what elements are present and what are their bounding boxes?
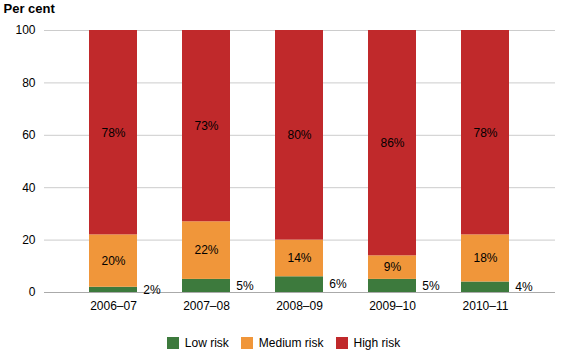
svg-text:40: 40 (22, 181, 36, 195)
svg-text:73%: 73% (194, 119, 218, 133)
html-text:Low risk: Low risk (184, 335, 229, 350)
svg-text:0: 0 (29, 285, 36, 299)
svg-text:100: 100 (15, 23, 35, 37)
html-text:Medium risk: Medium risk (258, 335, 324, 350)
svg-text:2%: 2% (143, 283, 161, 297)
svg-text:60: 60 (22, 128, 36, 142)
svg-text:80: 80 (22, 76, 36, 90)
svg-text:5%: 5% (236, 279, 254, 293)
svg-text:9%: 9% (384, 260, 402, 274)
svg-text:18%: 18% (473, 251, 497, 265)
svg-text:2010–11: 2010–11 (463, 299, 509, 313)
svg-text:78%: 78% (101, 126, 125, 140)
svg-text:78%: 78% (473, 126, 497, 140)
svg-text:4%: 4% (515, 280, 533, 294)
svg-text:2006–07: 2006–07 (90, 299, 137, 313)
svg-text:14%: 14% (287, 251, 311, 265)
svg-text:2009–10: 2009–10 (369, 299, 416, 313)
svg-text:86%: 86% (380, 136, 404, 150)
svg-text:5%: 5% (422, 279, 440, 293)
svg-text:20%: 20% (101, 254, 125, 268)
svg-text:2007–08: 2007–08 (183, 299, 230, 313)
svg-text:6%: 6% (329, 277, 347, 291)
svg-text:80%: 80% (287, 128, 311, 142)
html-text:High risk: High risk (353, 335, 401, 350)
svg-text:2008–09: 2008–09 (276, 299, 323, 313)
svg-text:20: 20 (22, 233, 36, 247)
svg-text:Per cent: Per cent (4, 1, 56, 16)
svg-text:22%: 22% (194, 243, 218, 257)
